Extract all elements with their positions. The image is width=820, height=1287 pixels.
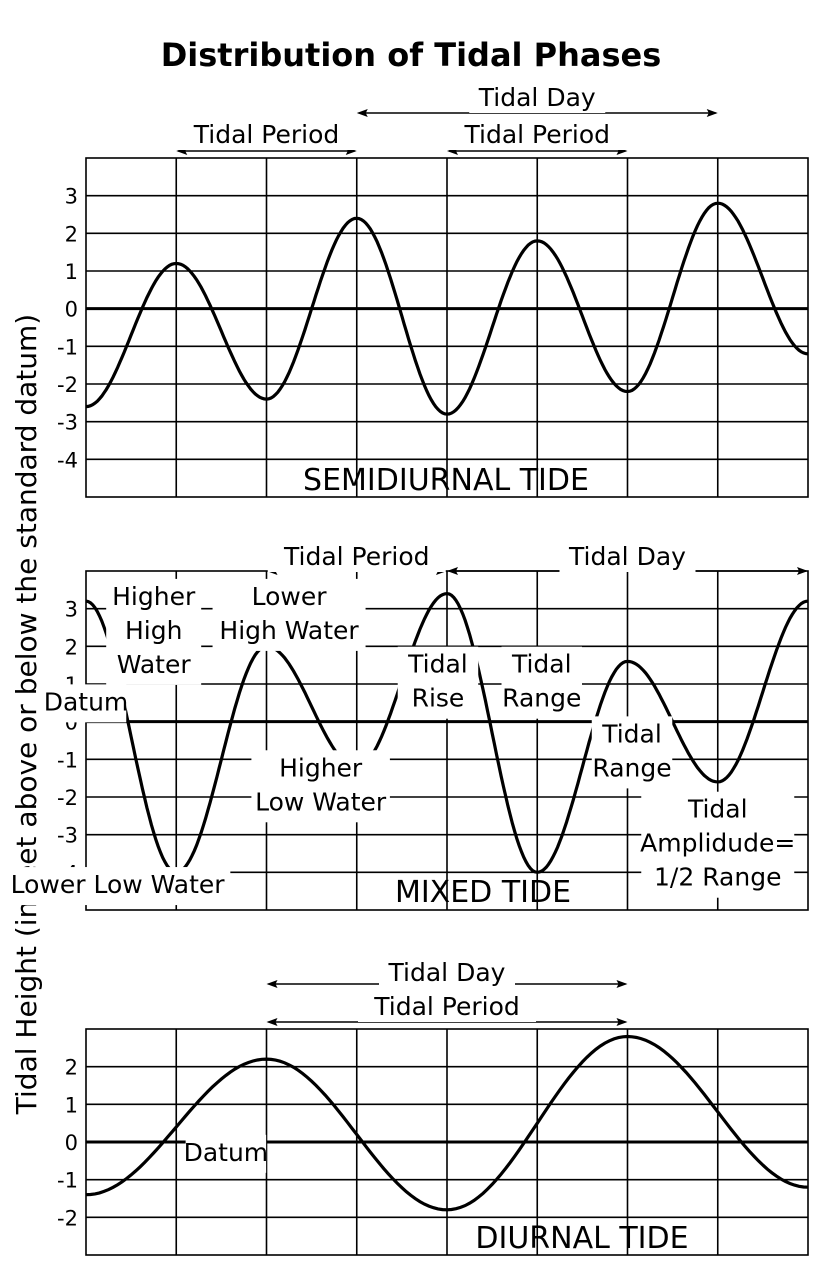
panel-name: SEMIDIURNAL TIDE (303, 463, 589, 498)
y-tick-label: -3 (57, 824, 78, 848)
y-tick-label: -1 (57, 1169, 78, 1193)
panel-name: MIXED TIDE (395, 875, 571, 910)
annotation-text: 1/2 Range (654, 863, 781, 892)
y-tick-label: -1 (57, 335, 78, 359)
annotation-text: Tidal (407, 650, 468, 679)
annotation-background (45, 684, 127, 723)
annotation-text: Higher (112, 582, 196, 611)
annotation-text: High Water (219, 616, 359, 645)
y-tick-label: 2 (65, 222, 78, 246)
annotation: Datum (44, 684, 129, 723)
span-arrow: Tidal Day (356, 82, 718, 117)
annotation-text: Range (592, 753, 671, 782)
span-label-background (267, 541, 446, 572)
span-label-background (177, 119, 356, 150)
annotation-background (501, 646, 583, 719)
y-tick-label: -1 (57, 748, 78, 772)
arrow-head-right-icon (616, 980, 628, 988)
tide-curve (85, 201, 809, 416)
annotation-background (212, 578, 366, 651)
y-tick-label: 2 (65, 1056, 78, 1080)
annotation-background (641, 791, 795, 898)
chart-panels: 3 2 1 0 -1 -2 -3 -4 SEMIDIURNAL TIDE Tidal Day Tid… (4, 82, 809, 1256)
annotation-text: Lower Low Water (11, 870, 226, 899)
annotation-background (591, 716, 673, 789)
y-tick-label: 3 (65, 185, 78, 209)
annotation: Lower Low Water (4, 867, 231, 906)
annotation-text: Low Water (255, 787, 387, 816)
arrow-head-left-icon (447, 567, 458, 575)
span-label: Tidal Day (388, 958, 506, 987)
arrow-head-left-icon (266, 1018, 278, 1026)
arrow-head-right-icon (706, 109, 718, 117)
annotation-background (4, 867, 231, 906)
y-axis-label: Tidal Height (in feet above or below the… (10, 314, 43, 1115)
span-arrow: Tidal Period (447, 119, 628, 155)
span-arrow: Tidal Day (447, 541, 808, 575)
annotation: Tidal Rise (397, 646, 479, 719)
annotation-background (397, 646, 479, 719)
annotation-text: Datum (184, 1138, 269, 1167)
span-label-background (559, 541, 696, 572)
y-tick-label: -3 (57, 411, 78, 435)
span-label: Tidal Period (373, 992, 519, 1021)
span-label-background (469, 82, 606, 113)
tide-curve (85, 591, 809, 874)
span-label: Tidal Day (568, 542, 686, 571)
annotation: Higher High Water (106, 578, 202, 685)
span-label-background (358, 991, 536, 1022)
annotation: Lower High Water (212, 578, 366, 651)
annotation-background (251, 750, 390, 823)
annotation-text: Water (117, 650, 192, 679)
annotation-text: Range (502, 684, 581, 713)
annotation-text: Amplidude= (640, 829, 795, 858)
annotation: Tidal Range (591, 716, 673, 789)
chart-title: Distribution of Tidal Phases (161, 36, 662, 74)
arrow-head-left-icon (266, 980, 278, 988)
span-label: Tidal Period (464, 120, 610, 149)
span-label: Tidal Day (478, 83, 596, 112)
annotation: Datum (184, 1134, 269, 1173)
annotation-text: Higher (279, 753, 363, 782)
y-tick-label: 3 (65, 598, 78, 622)
annotation-text: Tidal (601, 719, 662, 748)
tide-curve (85, 1034, 809, 1212)
y-tick-label: -2 (57, 1206, 78, 1230)
span-arrow: Tidal Period (266, 991, 628, 1026)
annotation-text: Tidal (687, 795, 748, 824)
annotation-text: Lower (252, 582, 328, 611)
y-tick-label: -2 (57, 786, 78, 810)
panel-name: DIURNAL TIDE (475, 1221, 688, 1256)
arrow-head-left-icon (356, 109, 368, 117)
span-label: Tidal Period (193, 120, 339, 149)
annotation: Tidal Amplidude= 1/2 Range (640, 791, 795, 898)
annotation-text: High (125, 616, 182, 645)
arrow-head-right-icon (616, 1018, 628, 1026)
y-tick-label: 0 (65, 298, 78, 322)
annotation-text: Datum (44, 687, 129, 716)
y-tick-label: -4 (57, 448, 78, 472)
annotation: Tidal Range (501, 646, 583, 719)
y-tick-label: -2 (57, 373, 78, 397)
y-tick-label: 1 (65, 260, 78, 284)
y-tick-label: 1 (65, 1093, 78, 1117)
span-label: Tidal Period (283, 542, 429, 571)
span-arrow: Tidal Period (176, 119, 357, 155)
arrow-head-right-icon (797, 567, 808, 575)
span-label-background (448, 119, 627, 150)
annotation: Higher Low Water (251, 750, 390, 823)
y-tick-label: 0 (65, 1131, 78, 1155)
span-label-background (379, 957, 515, 988)
panel-semidiurnal-tide: 3 2 1 0 -1 -2 -3 -4 SEMIDIURNAL TIDE Tidal Day Tid… (57, 82, 809, 498)
panel-diurnal-tide: 2 1 0 -1 -2 Datum DIURNAL TIDE Tidal Day Tidal P… (57, 957, 809, 1256)
span-arrow: Tidal Period (266, 541, 447, 575)
y-tick-label: 2 (65, 635, 78, 659)
annotation-text: Rise (412, 684, 465, 713)
annotation-background (106, 578, 202, 685)
annotation-text: Tidal (511, 650, 572, 679)
annotation-background (185, 1134, 267, 1173)
span-arrow: Tidal Day (266, 957, 628, 988)
